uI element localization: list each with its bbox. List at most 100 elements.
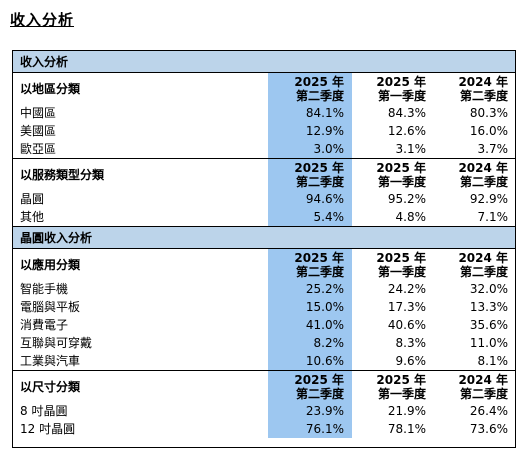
column-header-quarter: 第二季度 <box>460 88 509 103</box>
column-header: 2025 年第一季度 <box>352 248 434 280</box>
column-header-quarter: 第一季度 <box>377 174 426 189</box>
group-header-row: 以尺寸分類 2025 年第二季度 2025 年第一季度 2024 年第二季度 <box>12 370 517 402</box>
row-label: 消費電子 <box>20 318 69 332</box>
section-header-row: 收入分析 <box>12 50 517 73</box>
revenue-analysis-table: 收入分析 以地區分類 2025 年第二季度 2025 年第一季度 2024 年第二季度中… <box>12 50 517 438</box>
table-row: 其他 5.4% 4.8% 7.1% <box>12 208 516 227</box>
table-row: 美國區 12.9% 12.6% 16.0% <box>12 122 516 140</box>
row-value: 23.9% <box>268 402 352 420</box>
section-header-row: 晶圓收入分析 <box>12 226 517 249</box>
column-header-quarter: 第一季度 <box>377 264 426 279</box>
row-value: 11.0% <box>469 336 509 350</box>
table-row: 12 吋晶圓 76.1% 78.1% 73.6% <box>12 420 516 438</box>
row-value: 3.7% <box>477 142 509 156</box>
column-header: 2024 年第二季度 <box>434 72 517 104</box>
table-row: 智能手機 25.2% 24.2% 32.0% <box>12 280 516 298</box>
column-header-quarter: 第一季度 <box>377 386 426 401</box>
column-header: 2024 年第二季度 <box>434 248 517 280</box>
row-label: 歐亞區 <box>20 142 57 156</box>
column-header: 2025 年第二季度 <box>268 248 352 280</box>
row-value: 92.9% <box>469 192 509 206</box>
table-row: 消費電子 41.0% 40.6% 35.6% <box>12 316 516 334</box>
section-title: 晶圓收入分析 <box>12 226 517 249</box>
group-header-row: 以應用分類 2025 年第二季度 2025 年第一季度 2024 年第二季度 <box>12 248 517 280</box>
row-label: 電腦與平板 <box>20 300 81 314</box>
row-value: 41.0% <box>268 316 352 334</box>
row-label: 工業與汽車 <box>20 354 81 368</box>
row-value: 78.1% <box>387 422 426 436</box>
row-value: 5.4% <box>268 208 352 227</box>
column-header: 2025 年第一季度 <box>352 370 434 402</box>
row-label: 12 吋晶圓 <box>20 422 76 436</box>
column-header-year: 2024 年 <box>458 160 509 175</box>
group-label: 以服務類型分類 <box>12 158 268 190</box>
table-row: 中國區 84.1% 84.3% 80.3% <box>12 104 516 122</box>
row-value: 26.4% <box>469 404 509 418</box>
row-value: 8.2% <box>268 334 352 352</box>
row-label: 8 吋晶圓 <box>20 404 68 418</box>
row-value: 80.3% <box>469 106 509 120</box>
column-header-year: 2025 年 <box>376 74 426 89</box>
column-header-quarter: 第二季度 <box>460 386 509 401</box>
table-row: 工業與汽車 10.6% 9.6% 8.1% <box>12 352 516 371</box>
row-value: 4.8% <box>395 210 427 224</box>
section-title: 收入分析 <box>12 50 517 73</box>
row-value: 35.6% <box>469 318 509 332</box>
row-value: 16.0% <box>469 124 509 138</box>
group-label: 以尺寸分類 <box>12 370 268 402</box>
column-header-year: 2024 年 <box>458 250 509 265</box>
column-header: 2024 年第二季度 <box>434 158 517 190</box>
row-label: 晶圓 <box>20 192 45 206</box>
table-row: 歐亞區 3.0% 3.1% 3.7% <box>12 140 516 159</box>
column-header: 2025 年第二季度 <box>268 370 352 402</box>
column-header-year: 2025 年 <box>294 250 344 265</box>
row-value: 76.1% <box>268 420 352 438</box>
row-label: 互聯與可穿戴 <box>20 336 93 350</box>
group-header-row: 以服務類型分類 2025 年第二季度 2025 年第一季度 2024 年第二季度 <box>12 158 517 190</box>
row-label: 中國區 <box>20 106 57 120</box>
column-header-year: 2025 年 <box>376 160 426 175</box>
row-value: 12.9% <box>268 122 352 140</box>
table-row: 電腦與平板 15.0% 17.3% 13.3% <box>12 298 516 316</box>
column-header-quarter: 第一季度 <box>377 88 426 103</box>
row-value: 94.6% <box>268 190 352 208</box>
row-value: 13.3% <box>469 300 509 314</box>
row-value: 84.1% <box>268 104 352 122</box>
column-header-quarter: 第二季度 <box>460 264 509 279</box>
column-header-quarter: 第二季度 <box>295 264 344 279</box>
table-row: 互聯與可穿戴 8.2% 8.3% 11.0% <box>12 334 516 352</box>
row-value: 95.2% <box>387 192 426 206</box>
column-header-year: 2025 年 <box>294 372 344 387</box>
table-row: 8 吋晶圓 23.9% 21.9% 26.4% <box>12 402 516 420</box>
row-value: 10.6% <box>268 352 352 371</box>
row-label: 其他 <box>20 210 45 224</box>
row-value: 15.0% <box>268 298 352 316</box>
group-label: 以地區分類 <box>12 72 268 104</box>
group-header-row: 以地區分類 2025 年第二季度 2025 年第一季度 2024 年第二季度 <box>12 72 517 104</box>
row-value: 21.9% <box>387 404 426 418</box>
row-value: 24.2% <box>387 282 426 296</box>
column-header-quarter: 第二季度 <box>295 88 344 103</box>
row-value: 3.1% <box>395 142 427 156</box>
row-value: 8.1% <box>477 354 509 368</box>
row-value: 40.6% <box>387 318 426 332</box>
column-header: 2025 年第二季度 <box>268 72 352 104</box>
row-label: 智能手機 <box>20 282 69 296</box>
table-row: 晶圓 94.6% 95.2% 92.9% <box>12 190 516 208</box>
column-header: 2024 年第二季度 <box>434 370 517 402</box>
row-value: 32.0% <box>469 282 509 296</box>
group-label: 以應用分類 <box>12 248 268 280</box>
row-value: 12.6% <box>387 124 426 138</box>
row-value: 73.6% <box>469 422 509 436</box>
column-header-year: 2025 年 <box>376 250 426 265</box>
row-value: 8.3% <box>395 336 427 350</box>
row-value: 17.3% <box>387 300 426 314</box>
column-header-quarter: 第二季度 <box>460 174 509 189</box>
row-value: 25.2% <box>268 280 352 298</box>
column-header-year: 2025 年 <box>294 160 344 175</box>
column-header: 2025 年第一季度 <box>352 72 434 104</box>
column-header-year: 2024 年 <box>458 74 509 89</box>
column-header: 2025 年第一季度 <box>352 158 434 190</box>
row-label: 美國區 <box>20 124 57 138</box>
row-value: 84.3% <box>387 106 426 120</box>
